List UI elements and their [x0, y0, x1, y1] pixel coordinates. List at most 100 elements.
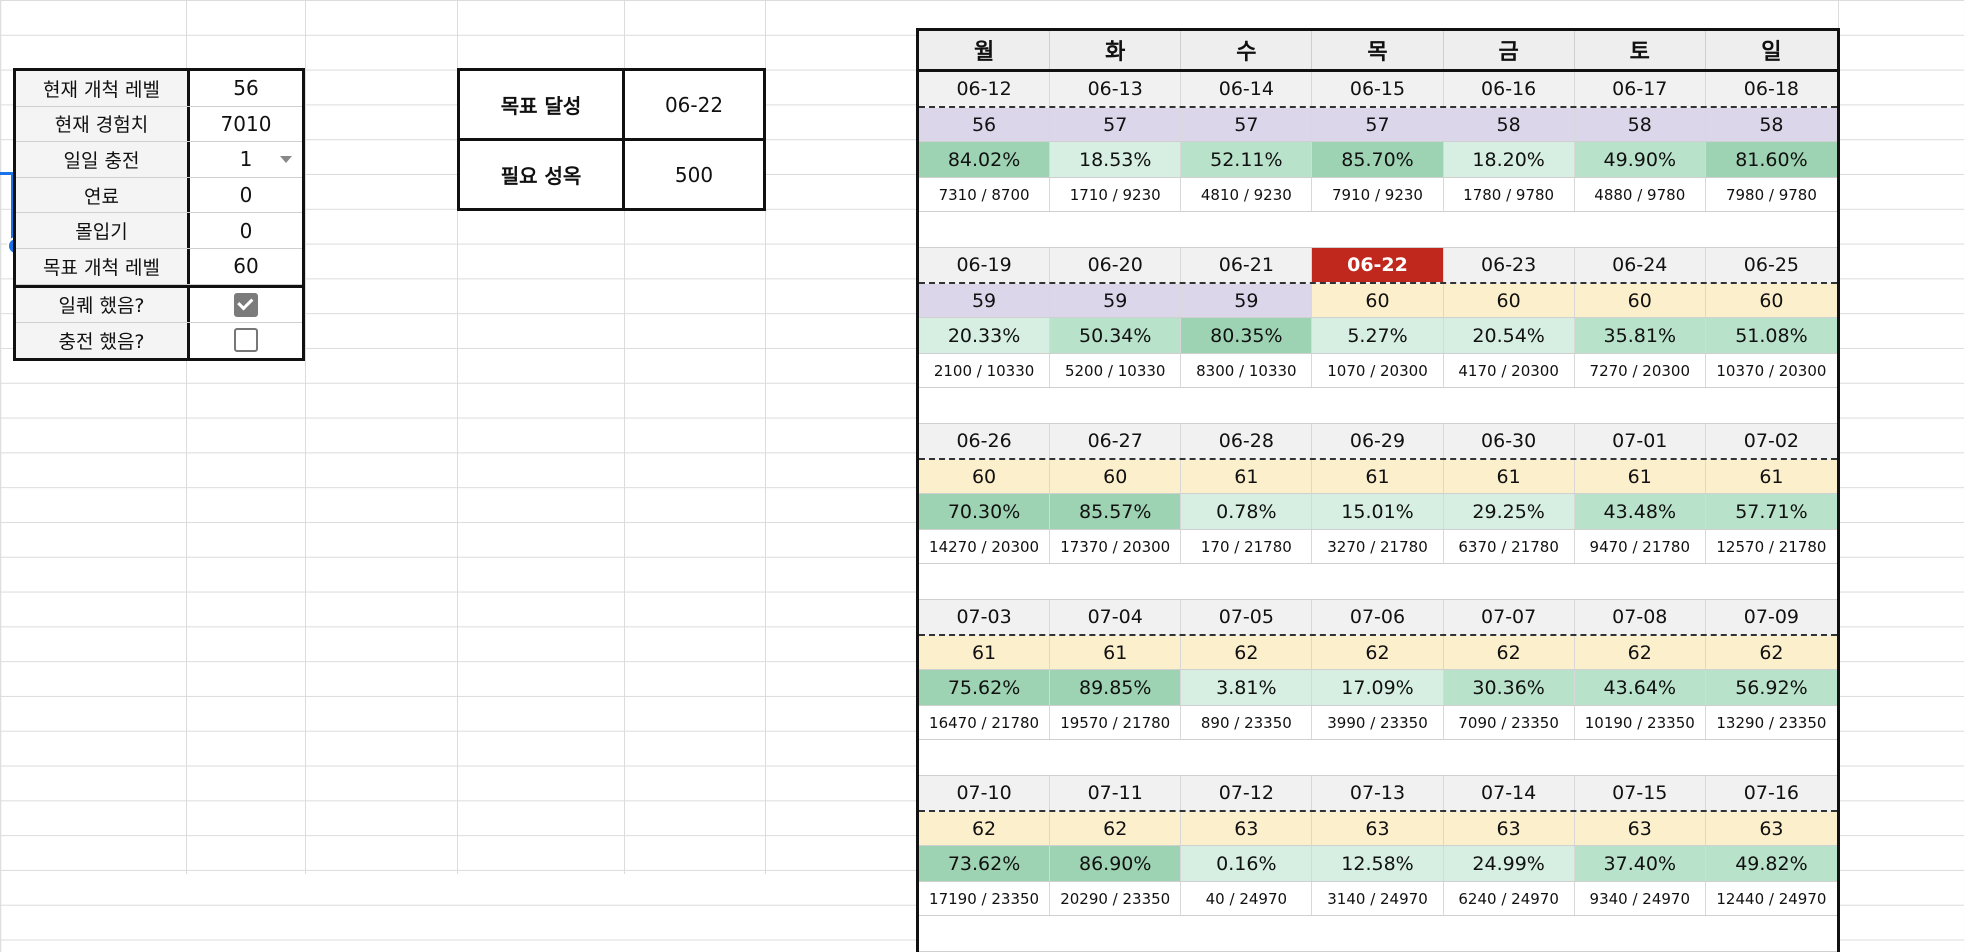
progress-cell[interactable]: 81.60% [1705, 142, 1837, 177]
exp-cell[interactable]: 16470 / 21780 [919, 706, 1051, 739]
date-cell[interactable]: 06-17 [1575, 72, 1706, 106]
progress-cell[interactable]: 85.57% [1050, 494, 1182, 529]
progress-cell[interactable]: 0.78% [1181, 494, 1313, 529]
exp-cell[interactable]: 14270 / 20300 [919, 530, 1051, 563]
progress-cell[interactable]: 75.62% [919, 670, 1051, 705]
level-cell[interactable]: 62 [919, 812, 1051, 845]
level-cell[interactable]: 58 [1574, 108, 1706, 141]
level-cell[interactable]: 63 [1705, 812, 1837, 845]
progress-cell[interactable]: 43.64% [1574, 670, 1706, 705]
exp-cell[interactable]: 1780 / 9780 [1444, 178, 1575, 211]
level-cell[interactable]: 61 [919, 636, 1051, 669]
level-cell[interactable]: 57 [1050, 108, 1182, 141]
level-cell[interactable]: 61 [1705, 460, 1837, 493]
date-cell[interactable]: 07-04 [1050, 600, 1182, 634]
exp-cell[interactable]: 40 / 24970 [1181, 882, 1313, 915]
progress-cell[interactable]: 49.82% [1705, 846, 1837, 881]
exp-cell[interactable]: 17370 / 20300 [1050, 530, 1182, 563]
level-cell[interactable]: 57 [1312, 108, 1444, 141]
exp-cell[interactable]: 12570 / 21780 [1716, 537, 1827, 556]
weekday-sat[interactable]: 토 [1575, 31, 1706, 69]
level-cell[interactable]: 62 [1443, 636, 1575, 669]
exp-cell[interactable]: 12440 / 24970 [1716, 889, 1827, 908]
exp-cell[interactable]: 13290 / 23350 [1716, 713, 1827, 732]
level-cell[interactable]: 60 [1050, 460, 1182, 493]
dropdown-arrow-icon[interactable] [280, 156, 292, 164]
level-cell[interactable]: 60 [1705, 284, 1837, 317]
exp-cell[interactable]: 3140 / 24970 [1312, 882, 1444, 915]
weekday-fri[interactable]: 금 [1444, 31, 1575, 69]
weekday-sun[interactable]: 일 [1761, 40, 1782, 65]
info-value[interactable]: 0 [239, 218, 253, 243]
level-cell[interactable]: 57 [1181, 108, 1313, 141]
date-cell[interactable]: 07-11 [1050, 776, 1182, 810]
level-cell[interactable]: 62 [1705, 636, 1837, 669]
progress-cell[interactable]: 56.92% [1705, 670, 1837, 705]
progress-cell[interactable]: 84.02% [919, 142, 1051, 177]
daily-charge-dropdown[interactable]: 1 [190, 142, 302, 177]
date-cell[interactable]: 07-01 [1575, 424, 1706, 458]
level-cell[interactable]: 61 [1181, 460, 1313, 493]
exp-cell[interactable]: 7980 / 9780 [1725, 185, 1817, 204]
progress-cell[interactable]: 20.33% [919, 318, 1051, 353]
exp-cell[interactable]: 4810 / 9230 [1181, 178, 1313, 211]
progress-cell[interactable]: 12.58% [1312, 846, 1444, 881]
goal-achieve-value[interactable]: 06-22 [625, 71, 763, 141]
date-cell[interactable]: 06-27 [1050, 424, 1182, 458]
info-value[interactable]: 60 [233, 254, 259, 279]
date-cell[interactable]: 06-13 [1050, 72, 1182, 106]
progress-cell[interactable]: 86.90% [1050, 846, 1182, 881]
exp-cell[interactable]: 170 / 21780 [1181, 530, 1313, 563]
progress-cell[interactable]: 20.54% [1443, 318, 1575, 353]
exp-cell[interactable]: 3990 / 23350 [1312, 706, 1444, 739]
exp-cell[interactable]: 3270 / 21780 [1312, 530, 1444, 563]
date-cell[interactable]: 06-20 [1050, 248, 1182, 282]
weekday-tue[interactable]: 화 [1050, 31, 1182, 69]
exp-cell[interactable]: 2100 / 10330 [919, 354, 1051, 387]
weekday-wed[interactable]: 수 [1181, 31, 1313, 69]
exp-cell[interactable]: 4170 / 20300 [1444, 354, 1575, 387]
level-cell[interactable]: 61 [1050, 636, 1182, 669]
progress-cell[interactable]: 89.85% [1050, 670, 1182, 705]
progress-cell[interactable]: 57.71% [1705, 494, 1837, 529]
level-cell[interactable]: 63 [1312, 812, 1444, 845]
exp-cell[interactable]: 890 / 23350 [1181, 706, 1313, 739]
date-cell[interactable]: 06-23 [1444, 248, 1575, 282]
level-cell[interactable]: 63 [1574, 812, 1706, 845]
date-cell[interactable]: 06-15 [1312, 72, 1444, 106]
info-value[interactable]: 7010 [220, 111, 272, 136]
level-cell[interactable]: 60 [1312, 284, 1444, 317]
date-cell[interactable]: 06-14 [1181, 72, 1313, 106]
exp-cell[interactable]: 7090 / 23350 [1444, 706, 1575, 739]
level-cell[interactable]: 58 [1443, 108, 1575, 141]
date-cell[interactable]: 07-06 [1312, 600, 1444, 634]
level-cell[interactable]: 60 [1443, 284, 1575, 317]
goal-need-value[interactable]: 500 [674, 162, 714, 187]
exp-cell[interactable]: 7270 / 20300 [1575, 354, 1706, 387]
goal-achieve-label[interactable]: 목표 달성 [460, 71, 625, 141]
progress-cell[interactable]: 3.81% [1181, 670, 1313, 705]
progress-cell[interactable]: 24.99% [1443, 846, 1575, 881]
weekday-mon[interactable]: 월 [919, 31, 1051, 69]
date-cell[interactable]: 07-13 [1312, 776, 1444, 810]
exp-cell[interactable]: 9340 / 24970 [1575, 882, 1706, 915]
exp-cell[interactable]: 7910 / 9230 [1312, 178, 1444, 211]
progress-cell[interactable]: 37.40% [1574, 846, 1706, 881]
progress-cell[interactable]: 5.27% [1312, 318, 1444, 353]
level-cell[interactable]: 61 [1574, 460, 1706, 493]
date-cell[interactable]: 07-05 [1181, 600, 1313, 634]
exp-cell[interactable]: 9470 / 21780 [1575, 530, 1706, 563]
info-label[interactable]: 몰입기 [16, 213, 190, 248]
progress-cell[interactable]: 29.25% [1443, 494, 1575, 529]
date-cell[interactable]: 07-03 [919, 600, 1051, 634]
date-cell[interactable]: 06-24 [1575, 248, 1706, 282]
level-cell[interactable]: 62 [1574, 636, 1706, 669]
date-cell[interactable]: 06-29 [1312, 424, 1444, 458]
progress-cell[interactable]: 52.11% [1181, 142, 1313, 177]
date-cell[interactable]: 07-08 [1575, 600, 1706, 634]
info-label[interactable]: 연료 [16, 177, 190, 213]
level-cell[interactable]: 56 [919, 108, 1051, 141]
level-cell[interactable]: 62 [1050, 812, 1182, 845]
date-cell[interactable]: 06-21 [1181, 248, 1313, 282]
level-cell[interactable]: 59 [1181, 284, 1313, 317]
